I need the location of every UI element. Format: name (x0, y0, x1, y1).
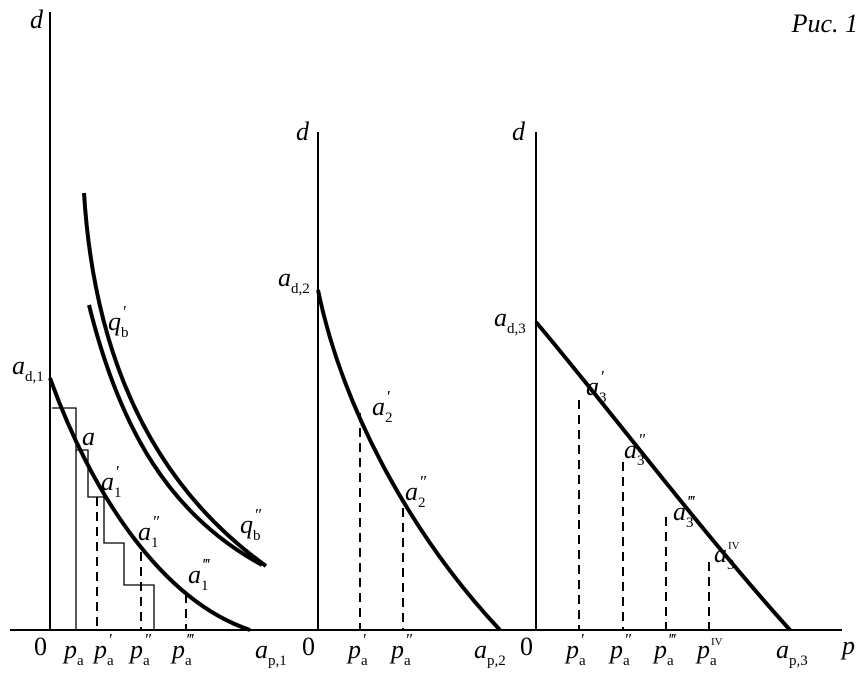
curve-label: q (108, 307, 121, 336)
point-label-sup: ″ (419, 472, 427, 491)
y-axis-label: d (512, 117, 526, 146)
intercept-label: a (474, 635, 487, 664)
x-label-sup: ″ (144, 630, 152, 649)
x-label: p (608, 635, 623, 664)
x-axis-label: p (840, 631, 855, 660)
y-axis-label: d (296, 117, 310, 146)
x-label-sub: a (404, 653, 411, 669)
x-label: p (128, 635, 143, 664)
point-label-sub: 3 (599, 390, 607, 406)
point-label: a (138, 517, 151, 546)
point-label: a (714, 539, 727, 568)
x-label: p (389, 635, 404, 664)
x-label-sub: a (710, 653, 717, 669)
intercept-label: a (776, 635, 789, 664)
point-label-sub: 3 (686, 515, 694, 531)
intercept-label-sub: p,2 (487, 653, 506, 669)
intercept-label-sub: d,3 (507, 321, 526, 337)
point-label-sup: ′ (115, 462, 119, 481)
point-label-sup: ‴ (687, 492, 695, 511)
point-label: a (673, 497, 686, 526)
x-label-sub: a (185, 653, 192, 669)
x-label: p (170, 635, 185, 664)
point-label-sub: 1 (201, 578, 209, 594)
intercept-label-sub: d,2 (291, 281, 310, 297)
point-label-sub: 1 (151, 535, 159, 551)
point-label: a (405, 477, 418, 506)
curve-label-sup: ′ (122, 302, 126, 321)
demand-curve (316, 289, 502, 632)
point-label-sub: 1 (114, 485, 122, 501)
curve-label-sub: b (121, 325, 129, 341)
x-label-sub: a (77, 653, 84, 669)
point-label-sup: IV (728, 540, 740, 552)
x-label: p (695, 635, 710, 664)
x-label-sub: a (143, 653, 150, 669)
x-label: p (652, 635, 667, 664)
point-label-sup: ″ (638, 430, 646, 449)
x-label-sub: a (107, 653, 114, 669)
point-label: a (624, 435, 637, 464)
demand-curve (534, 320, 792, 632)
indifference-curve (87, 304, 263, 567)
curve-label-sup: ″ (254, 505, 262, 524)
intercept-label: a (278, 263, 291, 292)
intercept-label-sub: d,1 (25, 369, 44, 385)
intercept-label: a (12, 351, 25, 380)
point-label-sub: 3 (637, 453, 645, 469)
x-label-sup: ‴ (186, 630, 194, 649)
intercept-label: a (255, 635, 268, 664)
point-label-sub: 2 (418, 495, 426, 511)
x-label: p (346, 635, 361, 664)
x-label-sup: ″ (405, 630, 413, 649)
point-label-sub: 3 (727, 557, 735, 573)
demand-curve (48, 377, 251, 632)
point-label: a (188, 560, 201, 589)
x-label-sub: a (579, 653, 586, 669)
point-label: a (82, 422, 95, 451)
x-label-sup: ′ (580, 630, 584, 649)
x-label-sub: a (361, 653, 368, 669)
point-label-sup: ′ (386, 387, 390, 406)
point-label: a (372, 392, 385, 421)
origin-label: 0 (520, 632, 533, 661)
intercept-label: a (494, 303, 507, 332)
figure-label: Рис. 1 (791, 9, 858, 38)
x-label-sup: ‴ (668, 630, 676, 649)
x-label: p (92, 635, 107, 664)
curve-label-sub: b (253, 528, 261, 544)
x-label: p (62, 635, 77, 664)
point-label-sup: ‴ (202, 555, 210, 574)
y-axis-label: d (30, 5, 44, 34)
x-label-sub: a (667, 653, 674, 669)
point-label-sup: ′ (600, 367, 604, 386)
x-label-sub: a (623, 653, 630, 669)
origin-label: 0 (302, 632, 315, 661)
intercept-label-sub: p,3 (789, 653, 808, 669)
x-label-sup: IV (711, 636, 723, 648)
point-label-sup: ″ (152, 512, 160, 531)
origin-label: 0 (34, 632, 47, 661)
point-label-sub: 2 (385, 410, 393, 426)
point-label: a (101, 467, 114, 496)
x-label: p (564, 635, 579, 664)
x-label-sup: ′ (108, 630, 112, 649)
point-label: a (586, 372, 599, 401)
curve-label: q (240, 510, 253, 539)
x-label-sup: ′ (362, 630, 366, 649)
intercept-label-sub: p,1 (268, 653, 287, 669)
x-label-sup: ″ (624, 630, 632, 649)
indifference-curve (82, 192, 268, 568)
